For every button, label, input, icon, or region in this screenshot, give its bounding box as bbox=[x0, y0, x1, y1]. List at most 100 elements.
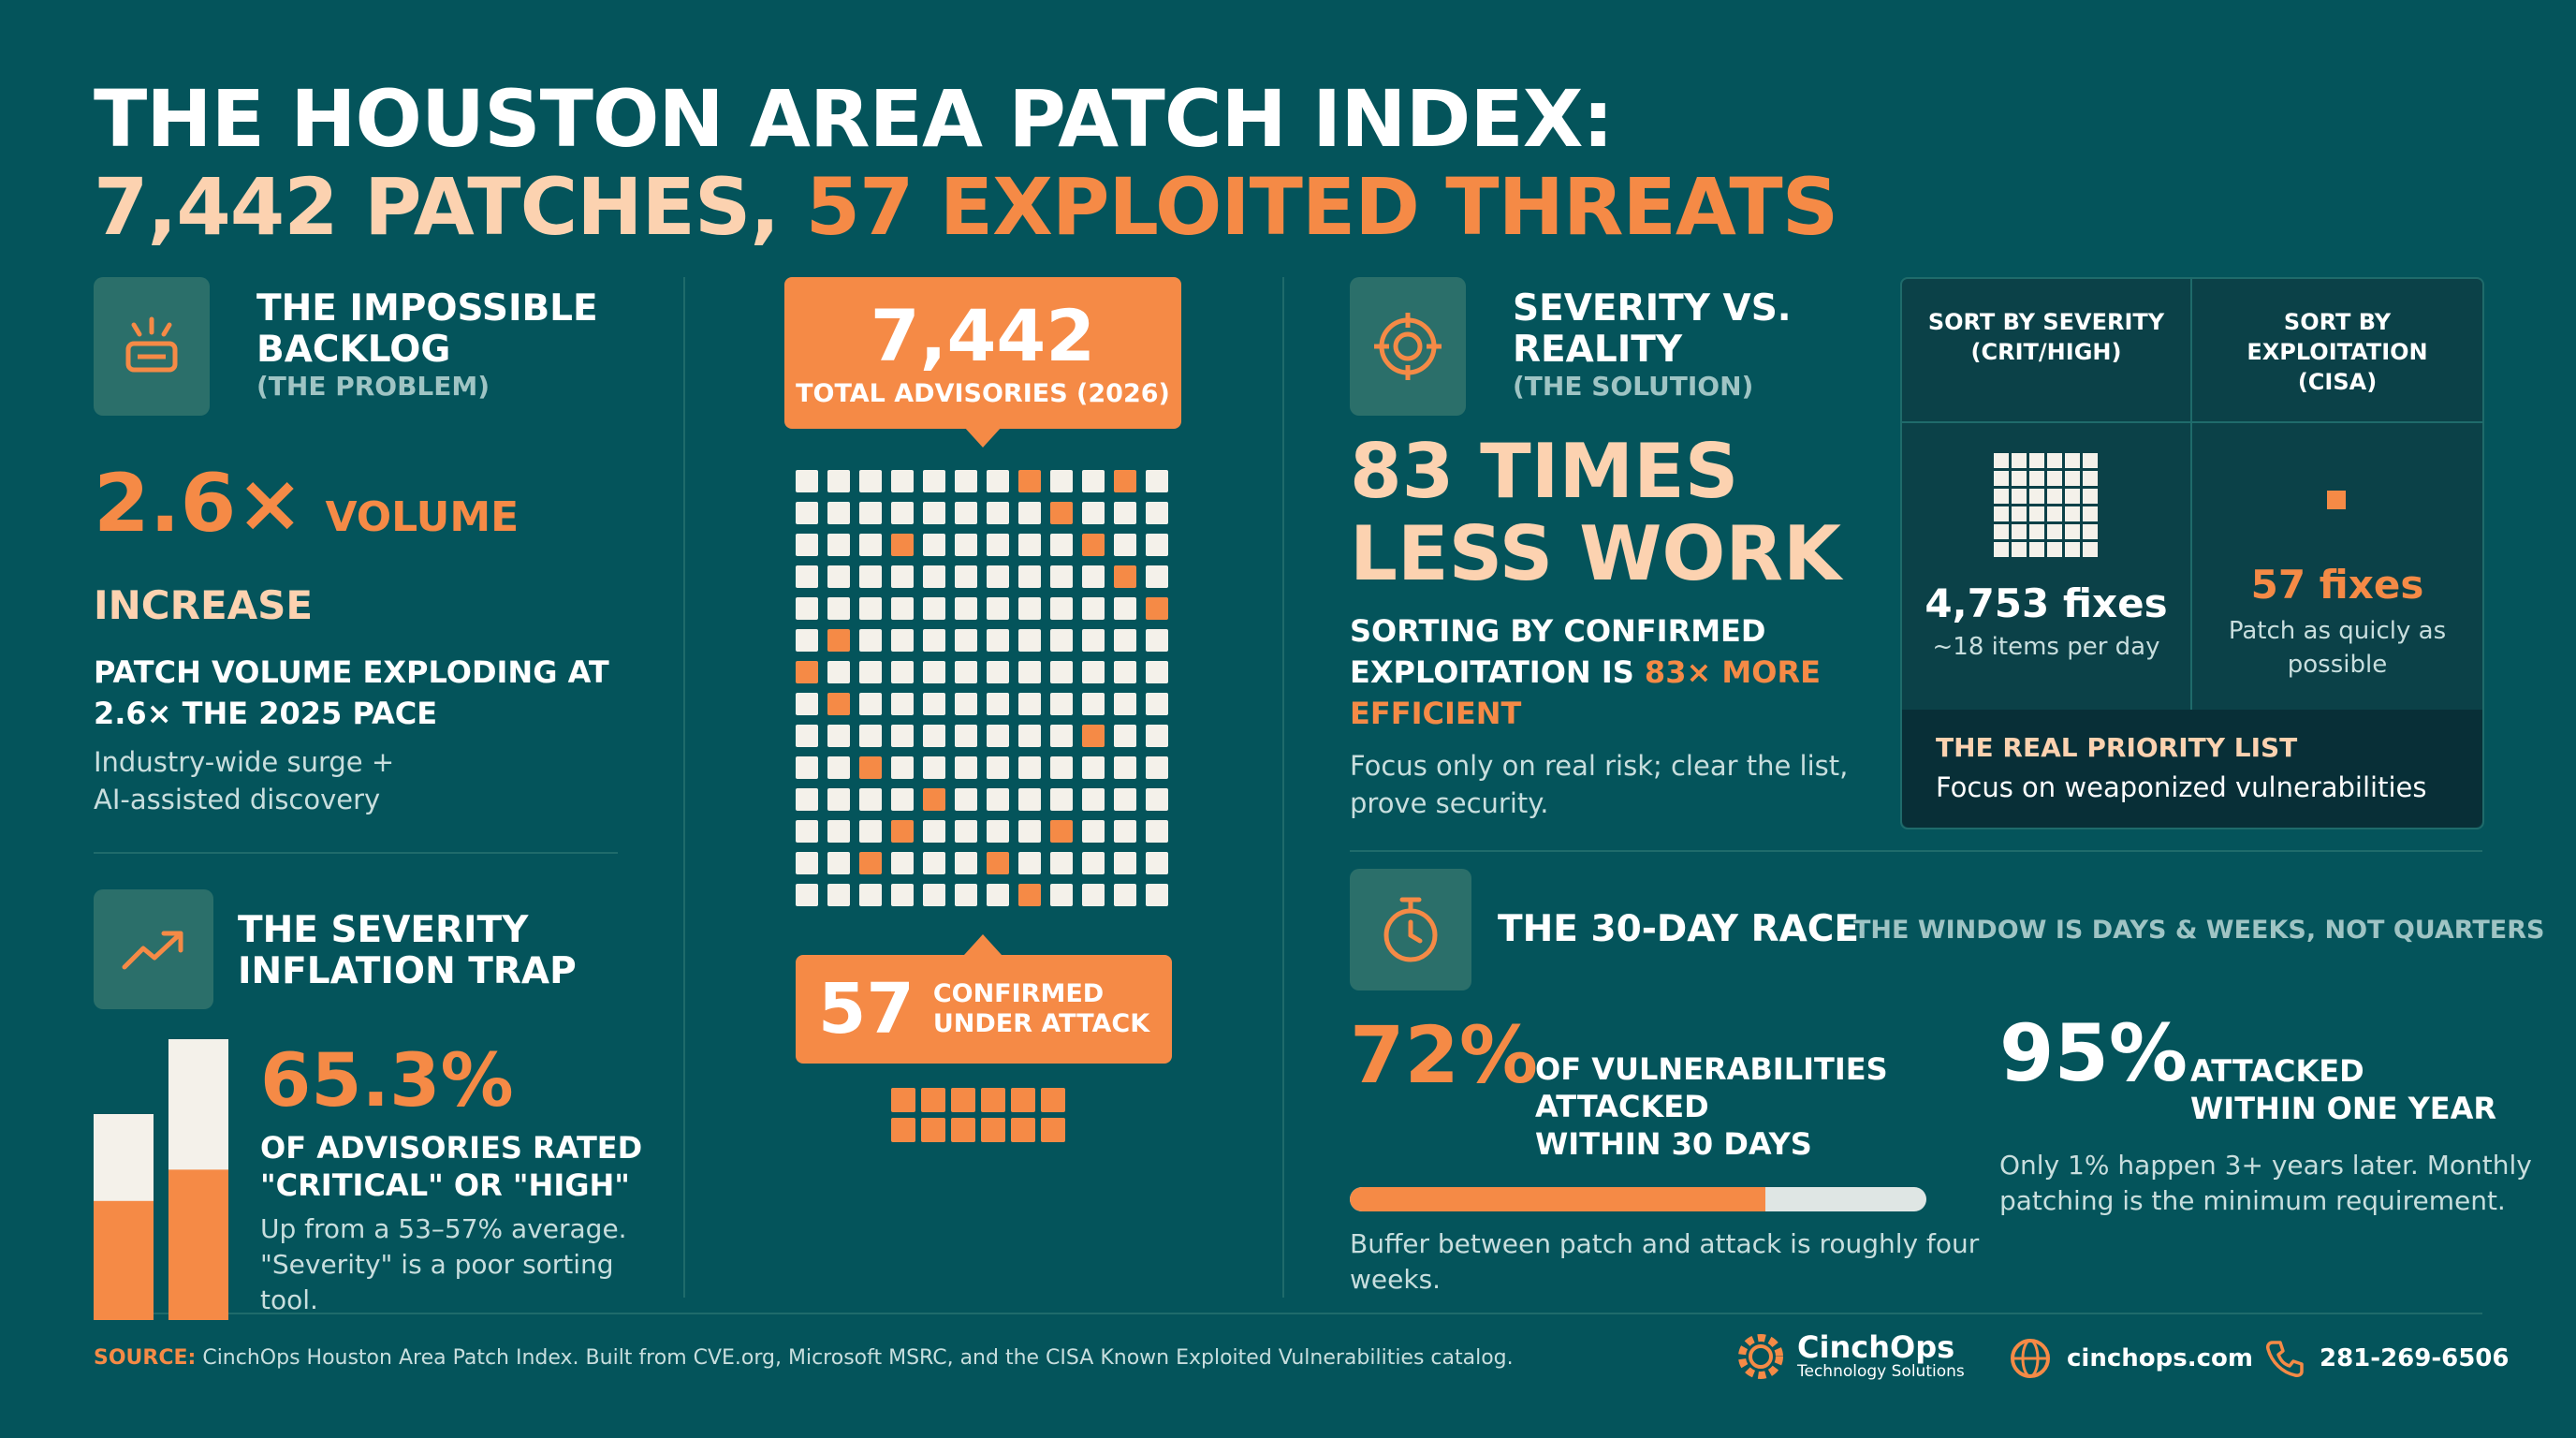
footer-phone[interactable]: 281-269-6506 bbox=[2320, 1344, 2510, 1372]
exploited-advisory-cell bbox=[1114, 565, 1136, 588]
advisory-cell bbox=[1050, 661, 1073, 683]
advisory-cell bbox=[891, 852, 914, 874]
advisory-cell bbox=[1114, 852, 1136, 874]
advisory-cell bbox=[987, 629, 1009, 652]
divider-left-section bbox=[94, 852, 618, 854]
priority-list-box: THE REAL PRIORITY LIST Focus on weaponiz… bbox=[1902, 710, 2482, 828]
advisory-cell bbox=[796, 629, 818, 652]
solution-body-2: prove security. bbox=[1350, 787, 1549, 819]
sort-exploitation-header: SORT BY EXPLOITATION (CISA) bbox=[2192, 307, 2482, 397]
exploited-advisory-cell bbox=[1082, 725, 1105, 747]
advisory-cell bbox=[796, 820, 818, 843]
priority-list-title: THE REAL PRIORITY LIST bbox=[1936, 732, 2298, 763]
advisory-cell bbox=[1018, 534, 1041, 556]
solution-headline-2: EXPLOITATION IS 83× MORE bbox=[1350, 652, 1821, 693]
race-pct-1year-label-2: WITHIN ONE YEAR bbox=[2190, 1091, 2497, 1126]
advisory-cell bbox=[796, 693, 818, 715]
advisory-cell bbox=[859, 502, 882, 524]
advisory-cell bbox=[1050, 725, 1073, 747]
severity-fix-cell bbox=[1994, 471, 2009, 486]
advisory-cell bbox=[827, 502, 850, 524]
advisory-cell bbox=[1082, 597, 1105, 620]
advisory-cell bbox=[987, 820, 1009, 843]
confirmed-waffle-grid bbox=[891, 1088, 1065, 1142]
inflation-headline-2: "CRITICAL" OR "HIGH" bbox=[260, 1167, 630, 1203]
advisory-cell bbox=[1050, 884, 1073, 906]
advisory-cell bbox=[859, 565, 882, 588]
footer-brand-sub: Technology Solutions bbox=[1797, 1362, 1965, 1381]
advisory-cell bbox=[1018, 725, 1041, 747]
advisory-cell bbox=[1018, 820, 1041, 843]
advisory-cell bbox=[859, 820, 882, 843]
severity-fix-cell bbox=[2065, 524, 2080, 539]
advisory-cell bbox=[1050, 629, 1073, 652]
sort-exploitation-header-3: (CISA) bbox=[2297, 369, 2378, 395]
severity-fix-cell bbox=[2047, 542, 2062, 557]
advisory-cell bbox=[955, 756, 977, 779]
advisory-cell bbox=[1114, 725, 1136, 747]
exploited-advisory-cell bbox=[827, 693, 850, 715]
advisory-cell bbox=[859, 597, 882, 620]
confirmed-cell bbox=[1041, 1118, 1065, 1142]
advisory-cell bbox=[955, 693, 977, 715]
confirmed-cell bbox=[891, 1118, 915, 1142]
phone-icon bbox=[2266, 1341, 2304, 1377]
severity-fix-cell bbox=[1994, 506, 2009, 521]
severity-fix-cell bbox=[1994, 489, 2009, 504]
advisory-cell bbox=[1082, 756, 1105, 779]
backlog-volume: 2.6× VOLUME bbox=[94, 457, 519, 550]
solution-title-2: REALITY bbox=[1513, 329, 1683, 371]
advisory-cell bbox=[923, 725, 945, 747]
advisory-cell bbox=[891, 470, 914, 492]
severity-fix-cell bbox=[2047, 506, 2062, 521]
advisory-cell bbox=[1082, 470, 1105, 492]
advisory-cell bbox=[923, 884, 945, 906]
solution-header: SEVERITY VS. REALITY (THE SOLUTION) bbox=[1513, 288, 1792, 403]
footer-source-text: CinchOps Houston Area Patch Index. Built… bbox=[202, 1346, 1514, 1370]
advisory-cell bbox=[955, 852, 977, 874]
severity-fix-cell bbox=[2065, 542, 2080, 557]
advisory-cell bbox=[987, 661, 1009, 683]
advisory-cell bbox=[1114, 756, 1136, 779]
advisory-cell bbox=[1146, 725, 1168, 747]
exploited-advisory-cell bbox=[796, 661, 818, 683]
advisory-cell bbox=[1050, 470, 1073, 492]
solution-headline-1: SORTING BY CONFIRMED bbox=[1350, 613, 1766, 649]
advisory-cell bbox=[1114, 597, 1136, 620]
advisory-cell bbox=[859, 470, 882, 492]
severity-fix-cell bbox=[2012, 542, 2027, 557]
race-note-1: Only 1% happen 3+ years later. Monthly bbox=[1999, 1150, 2532, 1181]
advisory-cell bbox=[891, 661, 914, 683]
solution-headline-2b: 83× MORE bbox=[1644, 654, 1821, 690]
footer-source: SOURCE: CinchOps Houston Area Patch Inde… bbox=[94, 1346, 1514, 1370]
advisory-cell bbox=[1018, 502, 1041, 524]
footer-website-link[interactable]: cinchops.com bbox=[2009, 1337, 2253, 1380]
inflation-headline-1: OF ADVISORIES RATED bbox=[260, 1130, 643, 1166]
confirmed-callout: 57 CONFIRMED UNDER ATTACK bbox=[796, 955, 1172, 1064]
title-line-1: THE HOUSTON AREA PATCH INDEX: bbox=[94, 73, 1614, 165]
callout-pointer-up bbox=[964, 934, 1002, 955]
advisory-cell bbox=[1082, 884, 1105, 906]
advisory-cell bbox=[1146, 565, 1168, 588]
advisory-cell bbox=[1050, 852, 1073, 874]
footer-phone-link[interactable]: 281-269-6506 bbox=[2263, 1337, 2510, 1380]
severity-bar-fill-1 bbox=[94, 1200, 154, 1320]
advisory-cell bbox=[1082, 502, 1105, 524]
severity-fix-note: ~18 items per day bbox=[1932, 633, 2160, 661]
confirmed-cell bbox=[921, 1088, 945, 1112]
advisory-cell bbox=[827, 788, 850, 811]
exploited-advisory-cell bbox=[859, 756, 882, 779]
target-icon bbox=[1374, 313, 1442, 380]
advisory-cell bbox=[827, 884, 850, 906]
advisory-cell bbox=[923, 565, 945, 588]
advisory-cell bbox=[796, 534, 818, 556]
solution-big-1: 83 TIMES bbox=[1350, 428, 1739, 515]
race-pct-30day-label-3: WITHIN 30 DAYS bbox=[1535, 1126, 1812, 1162]
severity-fix-cell bbox=[2029, 506, 2044, 521]
advisory-cell bbox=[1050, 756, 1073, 779]
divider-left bbox=[683, 277, 685, 1298]
advisory-cell bbox=[955, 788, 977, 811]
footer-website[interactable]: cinchops.com bbox=[2067, 1344, 2253, 1372]
advisory-cell bbox=[1146, 502, 1168, 524]
race-pct-30day-label: OF VULNERABILITIES ATTACKED WITHIN 30 DA… bbox=[1535, 1050, 1888, 1163]
